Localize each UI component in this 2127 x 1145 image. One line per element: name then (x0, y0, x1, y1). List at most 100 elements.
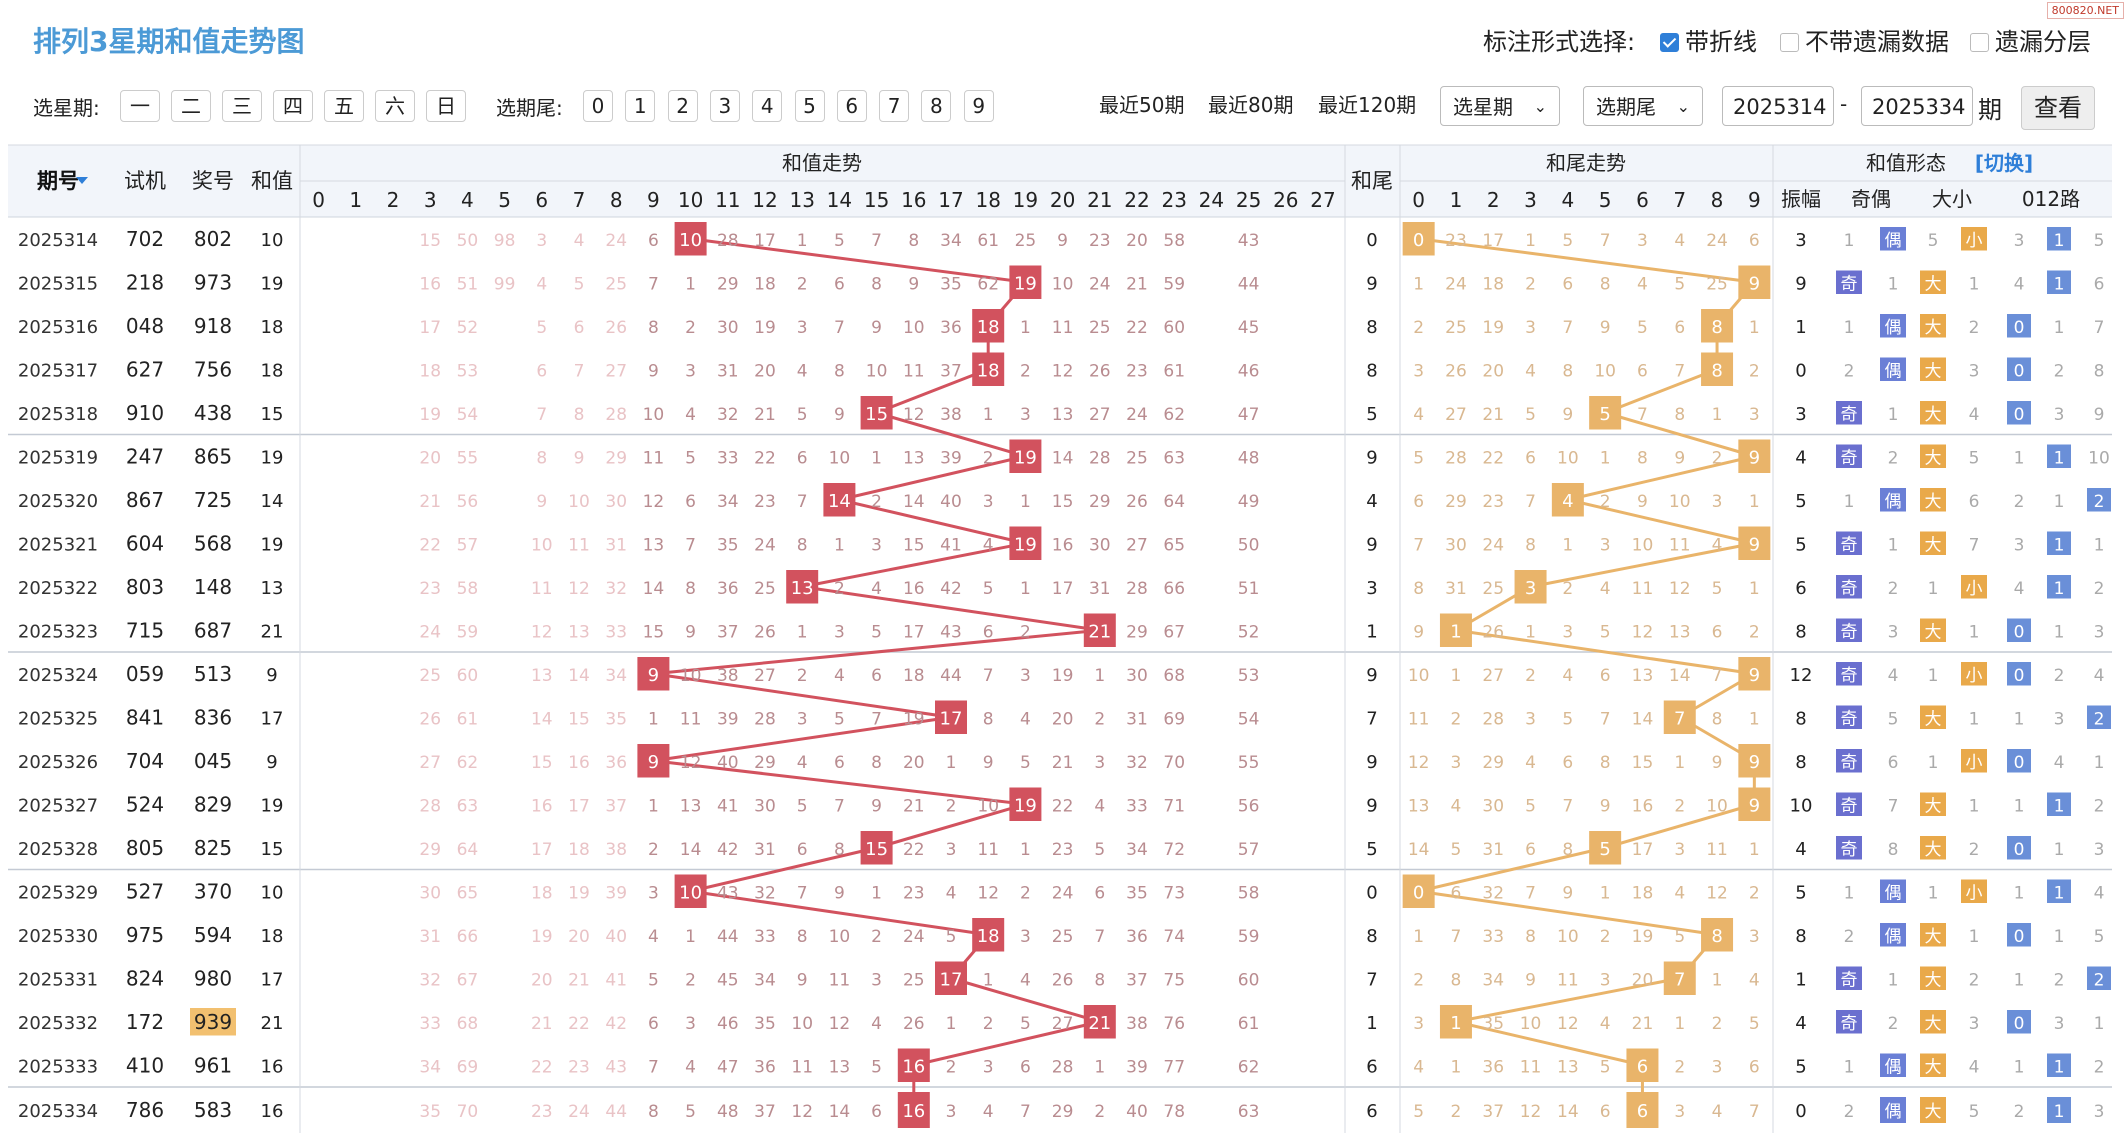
view-button[interactable]: 查看 (2021, 86, 2095, 130)
tail-omission-cell: 3 (1674, 1102, 1685, 1122)
layer-checkbox[interactable] (1970, 33, 1989, 52)
sum-col-header: 12 (752, 188, 777, 212)
sum-omission-cell: 61 (1238, 1014, 1260, 1034)
sum-omission-cell: 18 (568, 840, 590, 860)
tail-button[interactable]: 8 (921, 90, 952, 122)
no-omission-checkbox[interactable] (1780, 33, 1799, 52)
tail-omission-cell: 9 (1637, 492, 1648, 512)
weekday-button[interactable]: 三 (222, 90, 262, 122)
sum-omission-cell: 41 (605, 970, 627, 990)
sum-omission-cell: 43 (717, 883, 739, 903)
sum-omission-cell: 34 (605, 666, 627, 686)
tail-omission-cell: 3 (1749, 927, 1760, 947)
opt-layer[interactable]: 遗漏分层 (1970, 22, 2091, 57)
route-label: 0 (2014, 318, 2025, 338)
sum-omission-cell: 1 (1020, 492, 1031, 512)
odd-marker (1836, 270, 1862, 294)
sum-hit-label: 14 (828, 491, 851, 512)
sum-col-header: 11 (715, 188, 740, 212)
big-small-omission: 1 (1928, 666, 1939, 686)
sum-col-header: 16 (901, 188, 926, 212)
tail-button[interactable]: 1 (625, 90, 656, 122)
tail-button[interactable]: 3 (709, 90, 740, 122)
tail-button[interactable]: 5 (794, 90, 825, 122)
sum-omission-cell: 29 (605, 448, 627, 468)
weekday-button[interactable]: 四 (273, 90, 313, 122)
tail-omission-cell: 10 (1669, 492, 1691, 512)
sum-omission-cell: 26 (419, 709, 441, 729)
prize-number-cell: 865 (194, 444, 232, 468)
start-issue-input[interactable]: 2025314 (1722, 86, 1834, 126)
sum-omission-cell: 10 (829, 927, 851, 947)
tail-button[interactable]: 7 (879, 90, 910, 122)
sum-omission-cell: 17 (531, 840, 553, 860)
weekday-button[interactable]: 六 (375, 90, 415, 122)
sum-omission-cell: 13 (829, 1057, 851, 1077)
sort-desc-icon[interactable] (76, 177, 88, 184)
sum-omission-cell: 23 (531, 1102, 553, 1122)
tail-omission-cell: 14 (1632, 709, 1654, 729)
sum-omission-cell: 20 (903, 753, 925, 773)
recent-period-link[interactable]: 最近80期 (1208, 93, 1294, 117)
sum-omission-cell: 60 (1163, 318, 1185, 338)
tail-select[interactable]: 选期尾 ⌄ (1583, 86, 1703, 126)
odd-marker (1836, 662, 1862, 686)
test-number-cell: 715 (126, 618, 164, 642)
weekday-button[interactable]: 日 (426, 90, 466, 122)
tail-omission-cell: 8 (1413, 579, 1424, 599)
sum-omission-cell: 28 (754, 709, 776, 729)
sum-omission-cell: 16 (531, 796, 553, 816)
sum-omission-cell: 1 (797, 231, 808, 251)
tail-omission-cell: 1 (1600, 448, 1611, 468)
tail-button[interactable]: 9 (963, 90, 994, 122)
tail-button[interactable]: 2 (667, 90, 698, 122)
tail-button[interactable]: 0 (583, 90, 613, 122)
opt-no-omission[interactable]: 不带遗漏数据 (1780, 22, 1949, 57)
sum-omission-cell: 4 (797, 361, 808, 381)
route-label: 1 (2054, 274, 2065, 294)
sum-omission-cell: 61 (1163, 361, 1185, 381)
tail-button[interactable]: 6 (836, 90, 867, 122)
tail-omission-cell: 5 (1600, 1057, 1611, 1077)
end-issue-input[interactable]: 2025334 (1861, 86, 1973, 126)
weekday-button[interactable]: 二 (171, 90, 211, 122)
recent-period-link[interactable]: 最近50期 (1099, 93, 1185, 117)
sum-hit-marker (1009, 265, 1042, 299)
tail-omission-cell: 1 (1413, 274, 1424, 294)
tail-omission-cell: 24 (1445, 274, 1467, 294)
sum-col-header: 26 (1273, 188, 1298, 212)
sum-omission-cell: 15 (1052, 492, 1074, 512)
tail-omission-cell: 12 (1520, 1102, 1542, 1122)
sum-omission-cell: 8 (983, 709, 994, 729)
weekday-button[interactable]: 五 (324, 90, 364, 122)
week-select[interactable]: 选星期 ⌄ (1440, 86, 1560, 126)
weekday-button[interactable]: 一 (120, 90, 160, 122)
polyline-checkbox[interactable] (1660, 33, 1679, 52)
route-label: 2 (2094, 970, 2105, 990)
test-number-cell: 627 (126, 357, 164, 381)
even-label: 偶 (1885, 927, 1902, 947)
sum-hit-label: 9 (648, 665, 659, 686)
tail-omission-cell: 7 (1413, 535, 1424, 555)
sum-omission-cell: 12 (791, 1102, 813, 1122)
route-label: 0 (2014, 405, 2025, 425)
big-small-omission: 5 (1969, 1102, 1980, 1122)
sum-omission-cell: 59 (457, 622, 479, 642)
tail-omission-cell: 37 (1482, 1102, 1504, 1122)
opt-polyline[interactable]: 带折线 (1660, 22, 1757, 57)
tail-button[interactable]: 4 (752, 90, 783, 122)
sum-omission-cell: 18 (754, 274, 776, 294)
sum-omission-cell: 69 (1163, 709, 1185, 729)
odd-even-omission: 2 (1888, 1014, 1899, 1034)
tail-cell: 9 (1366, 447, 1377, 468)
tail-cell: 0 (1366, 882, 1377, 903)
sum-col-header: 13 (789, 188, 814, 212)
issue-cell: 2025333 (18, 1056, 98, 1077)
sum-omission-cell: 7 (648, 1057, 659, 1077)
tail-omission-cell: 5 (1600, 622, 1611, 642)
recent-period-link[interactable]: 最近120期 (1318, 93, 1417, 117)
tail-omission-cell: 5 (1451, 840, 1462, 860)
tail-hit-label: 9 (1749, 795, 1760, 816)
big-small-label: 小 (1966, 753, 1983, 773)
tail-omission-cell: 6 (1674, 318, 1685, 338)
